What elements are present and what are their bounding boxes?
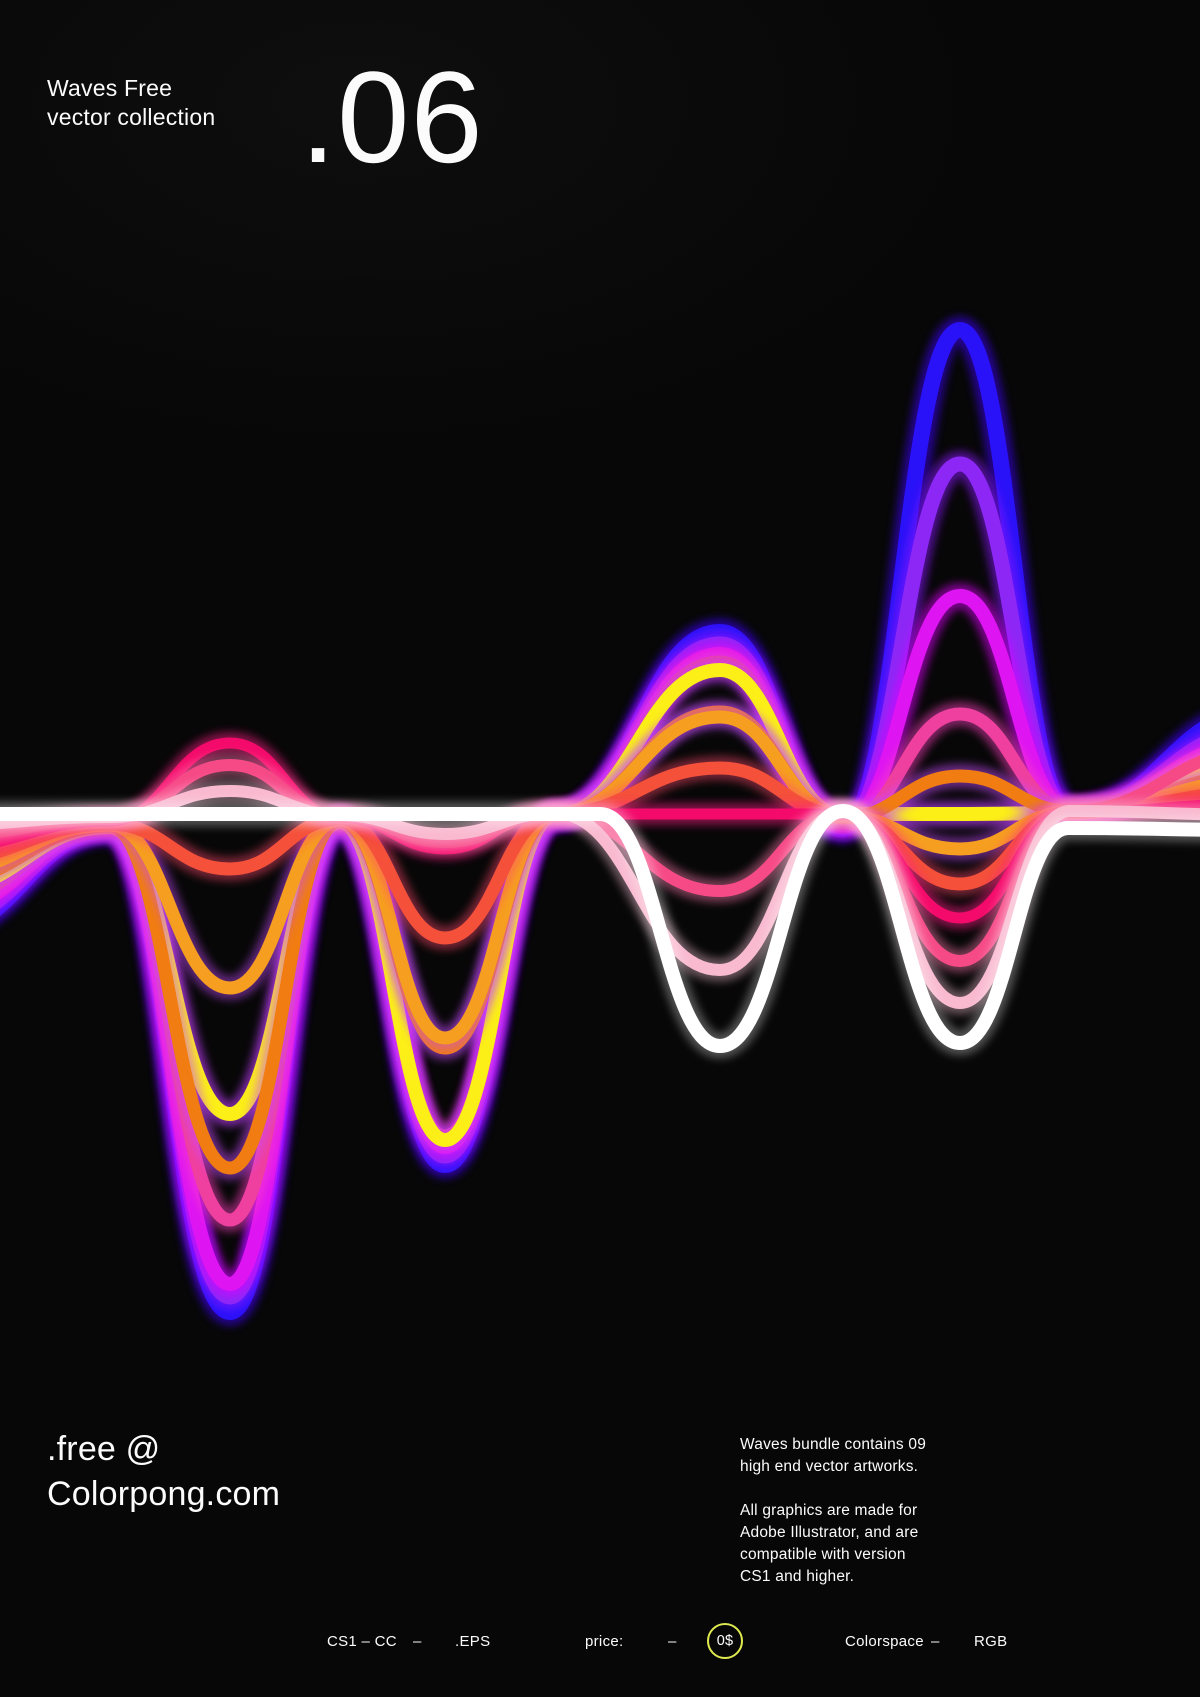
free-at-colorpong: .free @ Colorpong.com xyxy=(47,1430,281,1513)
spec-colorspace-value: RGB xyxy=(974,1633,1008,1650)
spec-format: .EPS xyxy=(455,1633,491,1650)
bundle-description-para2: All graphics are made for Adobe Illustra… xyxy=(740,1502,919,1585)
spec-price-label: price: xyxy=(585,1633,624,1650)
bundle-description-para1: Waves bundle contains 09 high end vector… xyxy=(740,1436,927,1475)
spec-compatibility: CS1 – CC xyxy=(327,1633,397,1650)
wave-lines-group xyxy=(0,316,1200,1326)
collection-title: Waves Free vector collection xyxy=(47,75,216,130)
spec-colorspace-label: Colorspace xyxy=(845,1633,924,1650)
price-value: 0$ xyxy=(716,1633,734,1649)
spec-dash-2: – xyxy=(668,1633,677,1650)
wave-orange xyxy=(0,710,1200,1045)
issue-number: .06 xyxy=(300,44,484,190)
price-badge: 0$ xyxy=(707,1623,743,1659)
spec-dash-3: – xyxy=(931,1633,940,1650)
bundle-description: Waves bundle contains 09 high end vector… xyxy=(740,1434,1080,1610)
wave-white xyxy=(0,803,1200,1054)
spec-dash-1: – xyxy=(413,1633,422,1650)
